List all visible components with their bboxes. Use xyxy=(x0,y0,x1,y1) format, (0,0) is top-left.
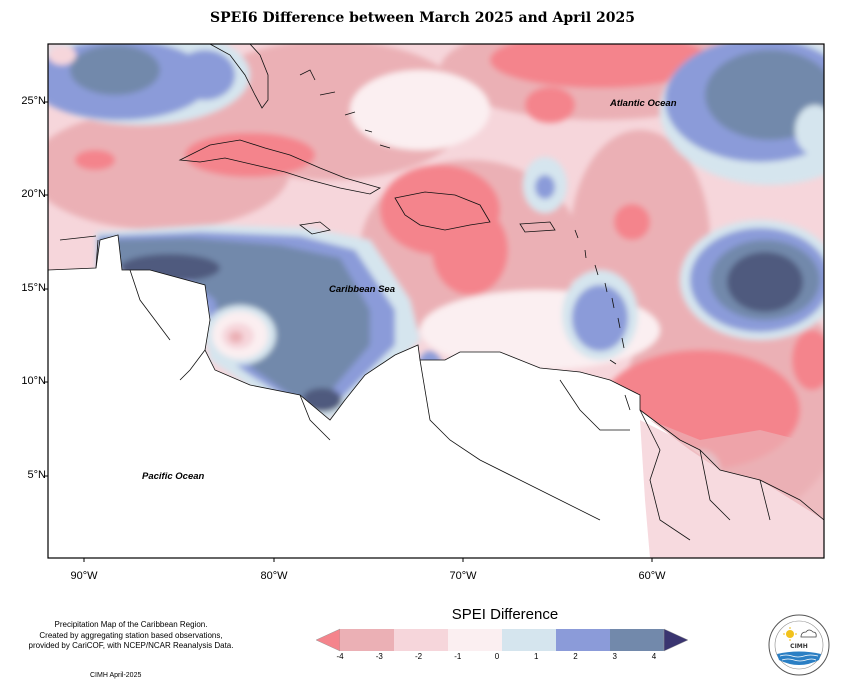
map-frame xyxy=(47,43,825,559)
legend-tick-label: -2 xyxy=(414,652,423,661)
label-caribbean-sea: Caribbean Sea xyxy=(329,284,395,295)
water-waves-icon xyxy=(777,651,821,665)
legend-swatch xyxy=(502,629,556,651)
legend-swatch xyxy=(556,629,610,651)
y-label-20n: 20°N xyxy=(21,188,46,200)
legend-colorbar xyxy=(316,628,688,652)
label-pacific-ocean: Pacific Ocean xyxy=(142,471,205,482)
cimh-logo: CIMH xyxy=(768,614,830,676)
land-central-america xyxy=(48,235,824,558)
legend-tick-label: 4 xyxy=(651,652,657,661)
y-label-5n: 5°N xyxy=(27,469,46,481)
date-stamp: CIMH April-2025 xyxy=(90,672,142,679)
legend-tick-label: 1 xyxy=(534,652,539,661)
x-label-90w: 90°W xyxy=(70,570,98,582)
credit-line: provided by CariCOF, with NCEP/NCAR Rean… xyxy=(28,641,234,650)
x-label-70w: 70°W xyxy=(449,570,477,582)
credit-line: Precipitation Map of the Caribbean Regio… xyxy=(54,620,208,629)
credit-text: Precipitation Map of the Caribbean Regio… xyxy=(0,620,262,652)
y-label-10n: 10°N xyxy=(21,375,46,387)
logo-text: CIMH xyxy=(790,643,808,650)
legend-tick-label: -4 xyxy=(336,652,344,661)
legend-swatch xyxy=(610,629,664,651)
legend-tick-label: 2 xyxy=(573,652,578,661)
y-label-25n: 25°N xyxy=(21,95,46,107)
legend-swatch xyxy=(448,629,502,651)
legend-tick-label: 3 xyxy=(612,652,617,661)
spei-map xyxy=(44,43,825,562)
coastlines xyxy=(48,44,824,541)
legend-swatch xyxy=(394,629,448,651)
legend-tick-label: -1 xyxy=(454,652,462,661)
sun-icon xyxy=(783,627,797,641)
x-label-80w: 80°W xyxy=(260,570,288,582)
legend-tick-label: 0 xyxy=(494,652,500,661)
y-label-15n: 15°N xyxy=(21,282,46,294)
cloud-icon xyxy=(800,629,817,638)
legend-swatch xyxy=(340,629,394,651)
axis-ticks xyxy=(44,101,653,562)
legend-arrow-low xyxy=(316,628,341,652)
x-label-60w: 60°W xyxy=(638,570,666,582)
label-atlantic-ocean: Atlantic Ocean xyxy=(610,98,677,109)
spei-field xyxy=(48,44,824,558)
legend-title: SPEI Difference xyxy=(451,606,559,623)
legend-tick-label: -3 xyxy=(375,652,383,661)
credit-line: Created by aggregating station based obs… xyxy=(39,630,223,640)
map-title: SPEI6 Difference between March 2025 and … xyxy=(210,10,635,26)
legend-arrow-high xyxy=(663,628,688,652)
